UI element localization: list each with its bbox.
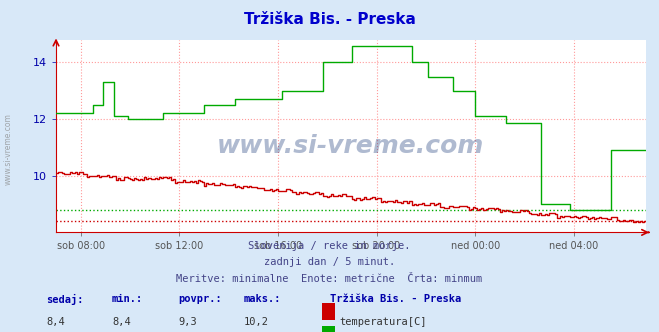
Text: temperatura[C]: temperatura[C]: [339, 317, 427, 327]
Text: Slovenija / reke in morje.: Slovenija / reke in morje.: [248, 241, 411, 251]
Text: 8,4: 8,4: [46, 317, 65, 327]
Text: maks.:: maks.:: [244, 294, 281, 304]
Text: sedaj:: sedaj:: [46, 294, 84, 305]
Text: Tržiška Bis. - Preska: Tržiška Bis. - Preska: [244, 12, 415, 27]
Text: www.si-vreme.com: www.si-vreme.com: [217, 134, 484, 158]
Text: povpr.:: povpr.:: [178, 294, 221, 304]
Text: zadnji dan / 5 minut.: zadnji dan / 5 minut.: [264, 257, 395, 267]
Text: Meritve: minimalne  Enote: metrične  Črta: minmum: Meritve: minimalne Enote: metrične Črta:…: [177, 274, 482, 284]
Text: Tržiška Bis. - Preska: Tržiška Bis. - Preska: [330, 294, 461, 304]
Text: 10,2: 10,2: [244, 317, 269, 327]
Text: www.si-vreme.com: www.si-vreme.com: [3, 114, 13, 185]
Text: 9,3: 9,3: [178, 317, 196, 327]
Text: 8,4: 8,4: [112, 317, 130, 327]
Text: min.:: min.:: [112, 294, 143, 304]
